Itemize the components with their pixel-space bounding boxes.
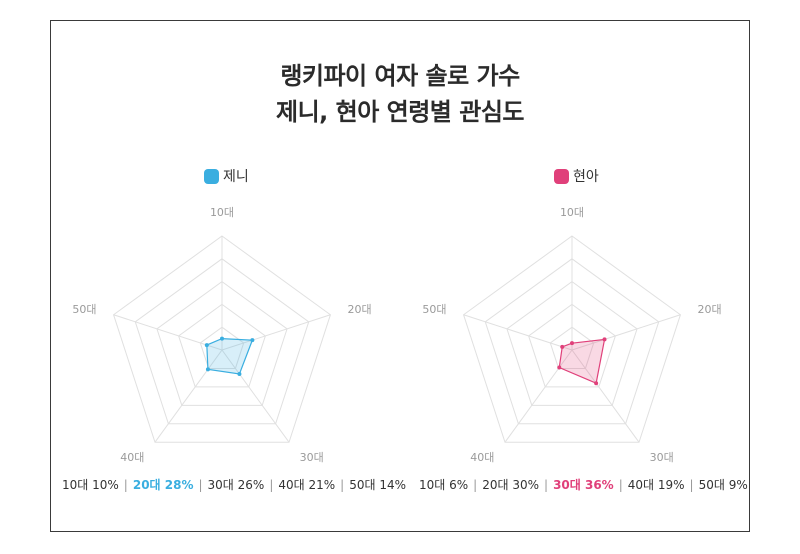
summary-item: 50대 14% [349, 478, 407, 492]
summary-separator: | [544, 478, 549, 492]
summary-separator: | [618, 478, 623, 492]
data-point-jennie-40 [205, 367, 210, 372]
series-area-jennie [206, 337, 254, 375]
summary-item: 40대 19% [627, 478, 685, 492]
grid-spoke [221, 314, 331, 351]
summary-separator: | [689, 478, 694, 492]
summary-separator: | [340, 478, 345, 492]
data-point-hyuna-50 [560, 344, 565, 349]
legend-hyuna: 현아 [554, 166, 599, 186]
axis-label-10: 10대 [560, 206, 584, 219]
grid-ring [462, 235, 682, 443]
radar-chart-hyuna: 10대 20대 30대 40대 50대 [422, 206, 722, 464]
legend-swatch-hyuna [554, 168, 569, 184]
grid-spoke [463, 314, 573, 351]
grid-spoke [571, 314, 681, 351]
data-point-hyuna-40 [557, 365, 562, 370]
legend-label-hyuna: 현아 [573, 169, 599, 185]
grid-ring [528, 303, 616, 388]
data-point-jennie-10 [220, 336, 224, 341]
series-area-hyuna [558, 338, 606, 385]
axis-label-20: 20대 [698, 303, 722, 316]
data-point-jennie-30 [237, 371, 242, 376]
grid-ring [178, 303, 266, 388]
data-point-jennie-20 [250, 338, 255, 343]
axis-label-50: 50대 [72, 303, 96, 316]
axis-label-50: 50대 [422, 303, 446, 316]
summary-item: 40대 21% [278, 478, 336, 492]
summary-item: 20대 28% [132, 478, 194, 492]
axis-label-20: 20대 [348, 303, 372, 316]
legend-swatch-jennie [204, 168, 219, 184]
summary-item: 30대 36% [553, 478, 614, 492]
grid-ring [549, 326, 595, 369]
chart-title-line1: 랭키파이 여자 솔로 가수 [280, 62, 520, 90]
axis-label-40: 40대 [120, 451, 144, 464]
data-point-jennie-50 [204, 343, 209, 348]
grid-ring [112, 235, 332, 443]
data-point-hyuna-20 [602, 337, 607, 342]
summary-item: 30대 26% [207, 478, 265, 492]
summary-hyuna: 10대 6% | 20대 30% | 30대 36% | 40대 19% | 50대 9% [419, 476, 748, 493]
summary-separator: | [473, 478, 478, 492]
grid-spoke [154, 349, 223, 443]
chart-title-line2: 제니, 현아 연령별 관심도 [276, 98, 524, 126]
axis-label-10: 10대 [210, 206, 234, 219]
summary-item: 50대 9% [698, 478, 748, 492]
grid-spoke [221, 349, 290, 443]
summary-separator: | [269, 478, 274, 492]
data-point-hyuna-30 [594, 381, 599, 386]
axis-label-30: 30대 [300, 451, 324, 464]
grid-spoke [113, 314, 223, 351]
axis-label-30: 30대 [650, 451, 674, 464]
summary-separator: | [123, 478, 128, 492]
grid-spoke [504, 349, 573, 443]
grid-ring [506, 280, 638, 406]
summary-item: 20대 30% [482, 478, 540, 492]
grid-ring [484, 258, 660, 425]
grid-ring [156, 280, 288, 406]
data-point-hyuna-10 [570, 341, 574, 346]
summary-jennie: 10대 10% | 20대 28% | 30대 26% | 40대 21% | 50대 14% [62, 476, 406, 493]
grid-ring [199, 326, 245, 369]
summary-item: 10대 10% [62, 478, 119, 492]
radar-chart-jennie: 10대 20대 30대 40대 50대 [72, 206, 372, 464]
chart-frame [50, 20, 750, 532]
legend-label-jennie: 제니 [223, 169, 249, 185]
legend-jennie: 제니 [204, 166, 249, 186]
grid-ring [134, 258, 310, 425]
summary-item: 10대 6% [419, 478, 469, 492]
summary-separator: | [198, 478, 203, 492]
axis-label-40: 40대 [470, 451, 494, 464]
grid-spoke [571, 349, 640, 443]
